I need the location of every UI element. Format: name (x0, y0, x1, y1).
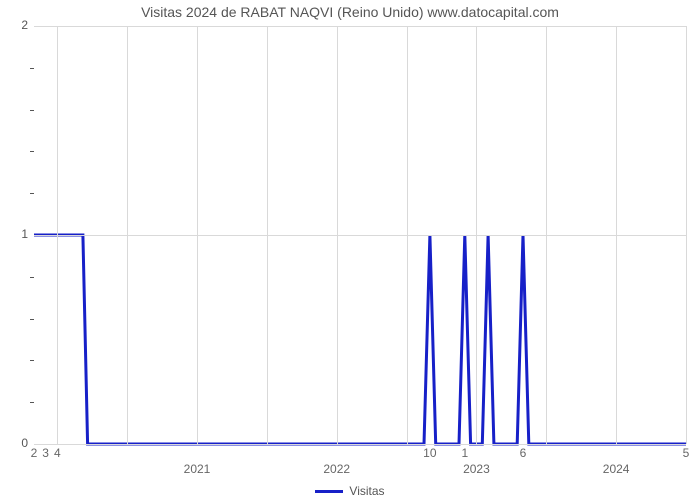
grid-h (34, 26, 686, 27)
y-tick-label: 1 (0, 227, 28, 241)
grid-v (197, 26, 198, 444)
grid-v (127, 26, 128, 444)
x-point-label: 1 (461, 446, 468, 460)
y-minor-tick (30, 402, 34, 403)
grid-v (616, 26, 617, 444)
x-point-label: 2 (31, 446, 38, 460)
y-minor-tick (30, 319, 34, 320)
x-year-label: 2023 (463, 462, 490, 476)
x-point-label: 6 (520, 446, 527, 460)
grid-v (476, 26, 477, 444)
legend-label: Visitas (349, 484, 384, 498)
grid-v (57, 26, 58, 444)
y-minor-tick (30, 193, 34, 194)
x-point-label: 3 (42, 446, 49, 460)
legend-swatch (315, 490, 343, 493)
grid-v (546, 26, 547, 444)
grid-v (686, 26, 687, 444)
y-minor-tick (30, 360, 34, 361)
y-minor-tick (30, 151, 34, 152)
y-minor-tick (30, 68, 34, 69)
y-minor-tick (30, 277, 34, 278)
grid-v (267, 26, 268, 444)
chart-title: Visitas 2024 de RABAT NAQVI (Reino Unido… (0, 4, 700, 20)
grid-v (337, 26, 338, 444)
x-point-label: 10 (423, 446, 436, 460)
legend: Visitas (0, 484, 700, 498)
y-minor-tick (30, 110, 34, 111)
plot-area (34, 26, 686, 444)
x-year-label: 2021 (184, 462, 211, 476)
grid-h (34, 235, 686, 236)
grid-h (34, 444, 686, 445)
x-year-label: 2022 (323, 462, 350, 476)
y-tick-label: 0 (0, 436, 28, 450)
y-tick-label: 2 (0, 18, 28, 32)
grid-v (407, 26, 408, 444)
x-point-label: 4 (54, 446, 61, 460)
x-year-label: 2024 (603, 462, 630, 476)
x-point-label: 5 (683, 446, 690, 460)
